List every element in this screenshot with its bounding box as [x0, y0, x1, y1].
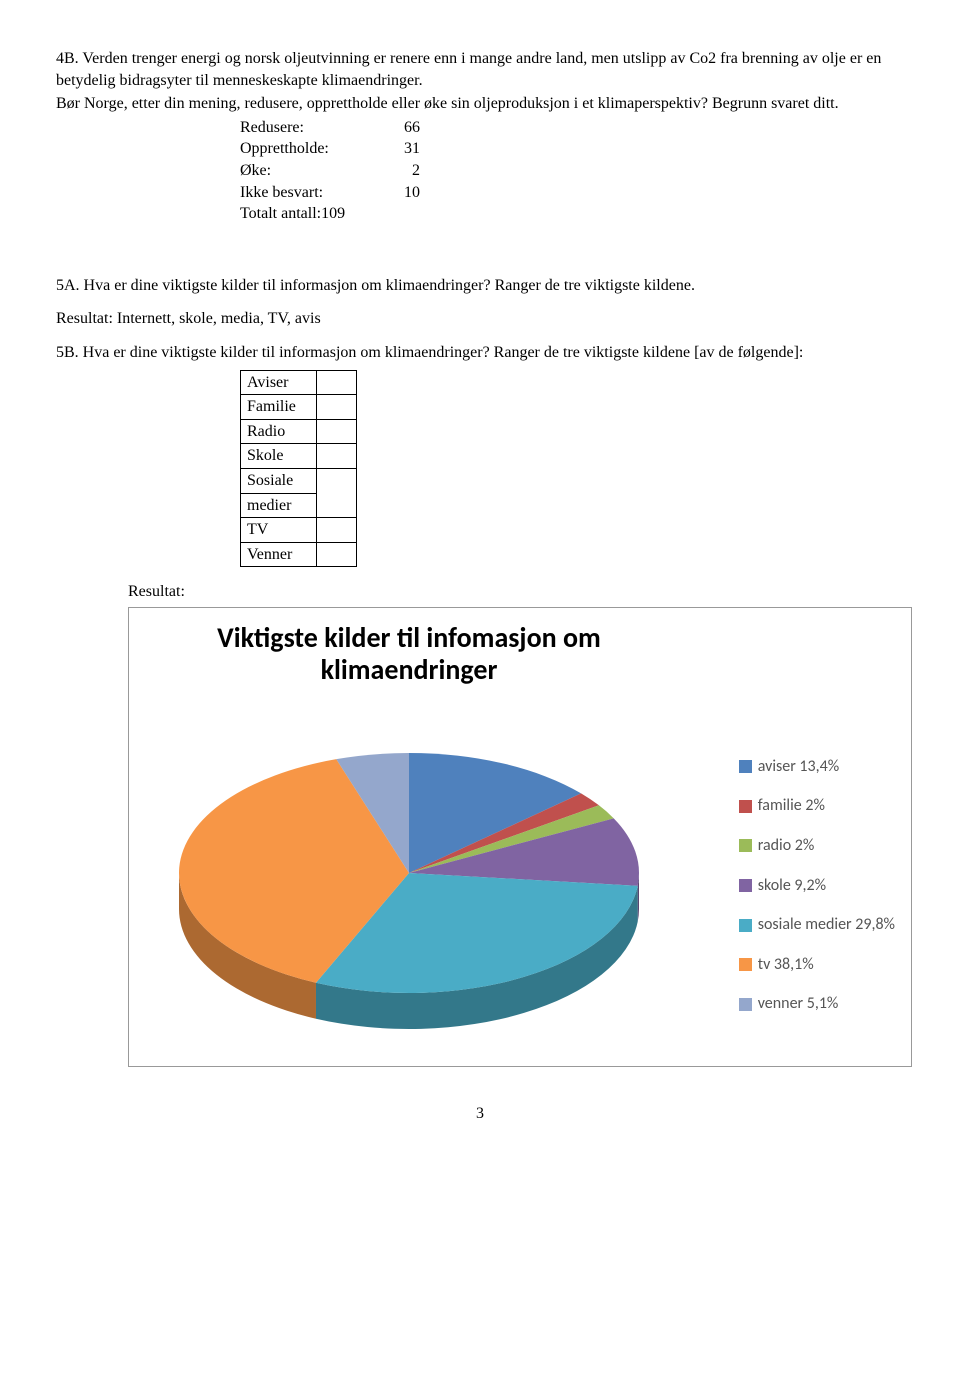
q5b-cell-label: Radio	[241, 419, 317, 444]
pie-chart	[159, 738, 659, 1038]
q5b-row: Radio	[241, 419, 357, 444]
q4b-answer-row: Redusere:66	[240, 117, 904, 139]
legend-item: radio 2%	[739, 835, 895, 857]
legend-label: skole 9,2%	[758, 875, 826, 897]
q5b-cell-empty	[317, 542, 357, 567]
q5b-cell-label: Venner	[241, 542, 317, 567]
q5b-cell-empty	[317, 518, 357, 543]
legend-label: familie 2%	[758, 795, 825, 817]
legend-label: radio 2%	[758, 835, 815, 857]
q5b-row: Aviser	[241, 370, 357, 395]
q5b-row: TV	[241, 518, 357, 543]
legend-swatch	[739, 839, 752, 852]
q5b-cell-empty	[317, 395, 357, 420]
chart-resultat-label: Resultat:	[128, 581, 904, 603]
q5b-cell-label: Skole	[241, 444, 317, 469]
chart-container: Viktigste kilder til infomasjon om klima…	[128, 607, 912, 1067]
q4b-answers: Redusere:66Opprettholde:31Øke:2Ikke besv…	[240, 117, 904, 225]
q4b-answer-value: 10	[380, 182, 420, 204]
q4b-answer-label: Redusere:	[240, 117, 380, 139]
q5b-row: Venner	[241, 542, 357, 567]
q5b-text: 5B. Hva er dine viktigste kilder til inf…	[56, 342, 904, 364]
q5b-cell-empty	[317, 370, 357, 395]
q4b-text2: Bør Norge, etter din mening, redusere, o…	[56, 93, 904, 115]
q5b-cell-label: medier	[241, 493, 317, 518]
q4b-answer-row: Ikke besvart:10	[240, 182, 904, 204]
q5b-cell-label: TV	[241, 518, 317, 543]
legend-item: aviser 13,4%	[739, 756, 895, 778]
legend-swatch	[739, 879, 752, 892]
q5b-row: Skole	[241, 444, 357, 469]
legend-label: tv 38,1%	[758, 954, 814, 976]
chart-title: Viktigste kilder til infomasjon om klima…	[129, 622, 689, 686]
legend-swatch	[739, 919, 752, 932]
q4b-answer-label: Øke:	[240, 160, 380, 182]
q5b-row: Sosiale	[241, 468, 357, 493]
q4b-answer-value: 66	[380, 117, 420, 139]
chart-legend: aviser 13,4% familie 2% radio 2% skole 9,2%…	[739, 756, 895, 1033]
legend-label: aviser 13,4%	[758, 756, 839, 778]
q5b-table: AviserFamilieRadioSkoleSosialemedierTVVe…	[240, 370, 357, 568]
q4b-answer-label: Opprettholde:	[240, 138, 380, 160]
q5b-table-wrap: AviserFamilieRadioSkoleSosialemedierTVVe…	[240, 370, 904, 568]
page-number: 3	[56, 1103, 904, 1125]
q4b-answer-value: 2	[380, 160, 420, 182]
legend-swatch	[739, 998, 752, 1011]
pie-wrap	[159, 738, 659, 1038]
legend-item: tv 38,1%	[739, 954, 895, 976]
q5b-cell-empty	[317, 444, 357, 469]
q4b-text1: 4B. Verden trenger energi og norsk oljeu…	[56, 48, 904, 91]
q5b-cell-label: Familie	[241, 395, 317, 420]
legend-swatch	[739, 958, 752, 971]
q5b-cell-label: Sosiale	[241, 468, 317, 493]
q5b-cell-empty	[317, 419, 357, 444]
legend-item: skole 9,2%	[739, 875, 895, 897]
legend-item: familie 2%	[739, 795, 895, 817]
q5b-cell-label: Aviser	[241, 370, 317, 395]
q4b-total: Totalt antall:109	[240, 203, 904, 225]
q4b-answer-row: Opprettholde:31	[240, 138, 904, 160]
legend-swatch	[739, 760, 752, 773]
q5b-row: Familie	[241, 395, 357, 420]
q5a-text: 5A. Hva er dine viktigste kilder til inf…	[56, 275, 904, 297]
legend-item: sosiale medier 29,8%	[739, 914, 895, 936]
q5b-cell-empty	[317, 468, 357, 517]
legend-label: sosiale medier 29,8%	[758, 914, 895, 936]
q5a-resultat: Resultat: Internett, skole, media, TV, a…	[56, 308, 904, 330]
q4b-answer-value: 31	[380, 138, 420, 160]
legend-item: venner 5,1%	[739, 993, 895, 1015]
q4b-answer-label: Ikke besvart:	[240, 182, 380, 204]
q4b-answer-row: Øke:2	[240, 160, 904, 182]
legend-swatch	[739, 800, 752, 813]
legend-label: venner 5,1%	[758, 993, 839, 1015]
